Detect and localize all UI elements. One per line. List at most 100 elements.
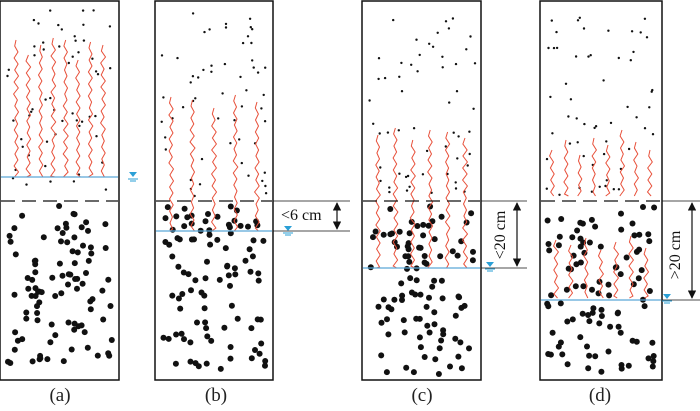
soil-particle xyxy=(61,119,64,123)
panel-label-a: (a) xyxy=(49,385,70,406)
soil-particle xyxy=(11,346,18,353)
soil-particle xyxy=(252,347,258,353)
soil-particle xyxy=(238,138,241,141)
soil-particle xyxy=(406,174,410,178)
soil-particle xyxy=(227,203,234,210)
soil-particle xyxy=(651,133,655,136)
soil-particle xyxy=(402,253,409,260)
soil-particle xyxy=(592,353,599,360)
soil-particle xyxy=(105,276,112,283)
soil-particle xyxy=(468,152,471,156)
soil-particle xyxy=(227,344,234,350)
soil-particle xyxy=(645,355,652,362)
soil-particle xyxy=(208,28,211,31)
soil-particle xyxy=(598,306,605,313)
soil-particle xyxy=(248,17,252,20)
soil-particle xyxy=(247,268,254,275)
soil-particle xyxy=(262,93,265,97)
soil-particle xyxy=(576,19,580,22)
soil-particle xyxy=(401,329,408,336)
soil-particle xyxy=(173,213,180,220)
soil-particle xyxy=(181,223,188,230)
panel-a: (a) xyxy=(0,0,138,406)
soil-particle xyxy=(612,188,615,191)
soil-particle xyxy=(458,365,465,372)
soil-particle xyxy=(228,302,235,309)
soil-particle xyxy=(447,27,451,30)
soil-particle xyxy=(594,125,598,128)
column-outline-c xyxy=(361,0,482,381)
soil-particle xyxy=(256,350,263,357)
soil-particle xyxy=(454,252,461,259)
soil-particle xyxy=(421,253,428,259)
soil-particle xyxy=(169,253,176,260)
soil-particle xyxy=(578,16,581,19)
soil-particle xyxy=(85,227,91,234)
soil-particle xyxy=(181,205,188,212)
soil-particle xyxy=(602,79,605,82)
soil-particle xyxy=(78,124,81,128)
column-outline-d xyxy=(539,0,663,381)
soil-particle xyxy=(377,77,380,81)
root-strand xyxy=(591,137,598,197)
soil-particle xyxy=(251,28,254,31)
soil-particle xyxy=(416,334,423,341)
soil-particle xyxy=(187,358,194,365)
soil-particle xyxy=(246,246,253,253)
soil-particle xyxy=(258,340,265,347)
soil-particle xyxy=(33,45,36,48)
soil-particle xyxy=(21,145,24,148)
soil-particle xyxy=(429,283,436,290)
root-strand xyxy=(392,127,399,269)
soil-particle xyxy=(405,246,412,253)
soil-particle xyxy=(45,140,49,143)
soil-particle xyxy=(370,234,376,241)
soil-particle xyxy=(372,122,375,126)
soil-particle xyxy=(245,223,251,230)
soil-particle xyxy=(558,216,565,222)
panel-label-b: (b) xyxy=(205,385,227,406)
soil-particle xyxy=(255,277,262,284)
soil-particle xyxy=(208,337,215,344)
soil-particle xyxy=(264,66,267,69)
soil-particle xyxy=(231,265,238,272)
soil-particle xyxy=(586,239,593,246)
soil-particle xyxy=(74,39,77,42)
soil-particle xyxy=(588,216,595,223)
soil-particle xyxy=(57,23,60,27)
soil-particle xyxy=(577,334,584,341)
soil-particle xyxy=(247,174,250,177)
soil-particle xyxy=(436,31,439,34)
soil-particle xyxy=(592,223,599,230)
soil-particle xyxy=(378,132,381,135)
soil-particle xyxy=(437,253,444,260)
soil-particle xyxy=(400,317,407,324)
soil-particle xyxy=(380,231,387,238)
soil-particle xyxy=(195,363,202,370)
soil-particle xyxy=(643,127,647,130)
soil-particle xyxy=(568,142,572,145)
soil-particle xyxy=(569,316,576,323)
soil-particle xyxy=(547,351,554,358)
soil-particle xyxy=(584,343,590,350)
soil-particle xyxy=(564,361,571,368)
soil-particle xyxy=(407,275,414,282)
soil-particle xyxy=(175,295,182,302)
soil-particle xyxy=(49,180,52,183)
soil-particle xyxy=(7,360,14,366)
soil-particle xyxy=(590,190,594,193)
soil-particle xyxy=(31,258,38,264)
soil-particle xyxy=(385,331,392,338)
soil-particle xyxy=(425,149,429,153)
panel-label-d: (d) xyxy=(589,385,611,406)
soil-particle xyxy=(204,333,211,340)
soil-particle xyxy=(222,245,229,252)
coarse-layer-a xyxy=(5,203,115,366)
soil-particle xyxy=(60,28,63,31)
water-table-marker-icon xyxy=(662,294,672,304)
soil-particle xyxy=(414,223,421,229)
soil-particle xyxy=(81,9,85,12)
soil-particle xyxy=(210,64,213,67)
soil-particle xyxy=(107,303,114,309)
soil-particle xyxy=(598,313,605,319)
